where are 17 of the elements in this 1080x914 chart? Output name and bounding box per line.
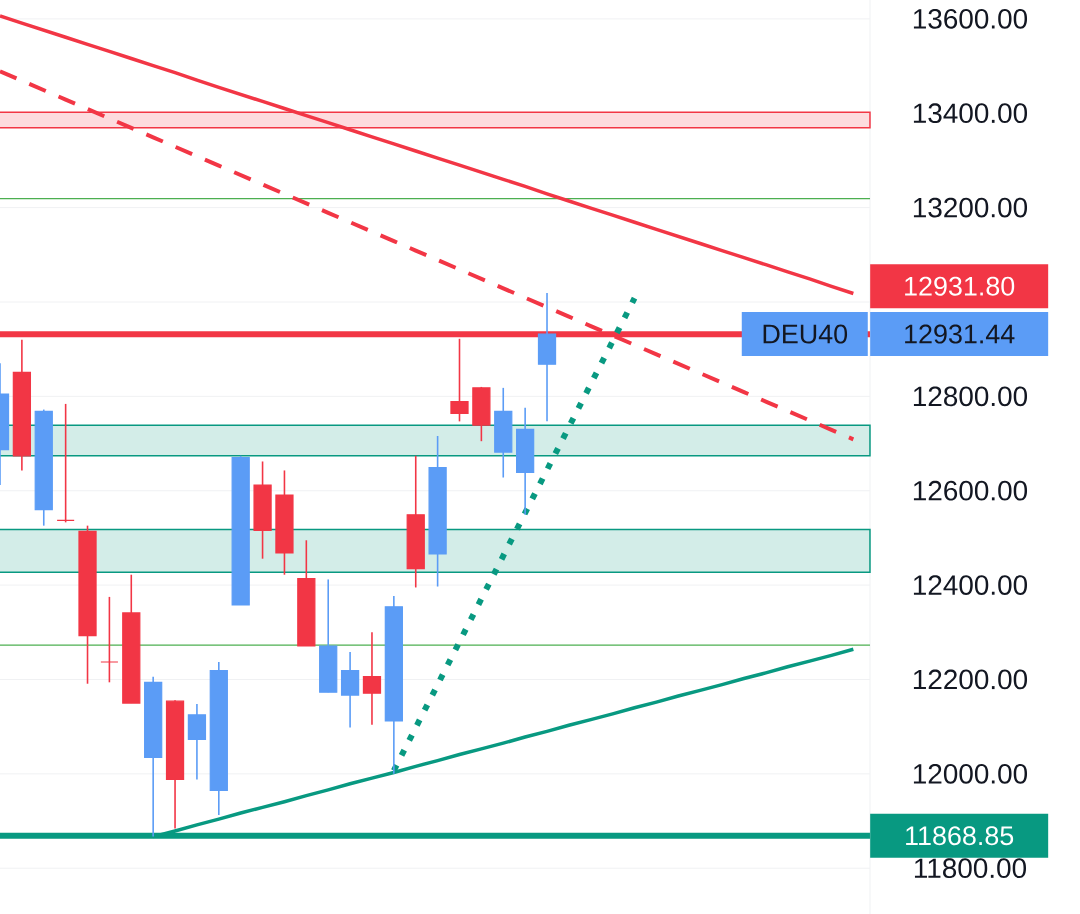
ref-line-label: 12931.80 xyxy=(905,276,1015,296)
y-tick-label: 13600.00 xyxy=(913,9,1028,29)
y-tick-label: 12200.00 xyxy=(913,669,1028,690)
candlestick xyxy=(100,596,119,684)
y-tick-label: 12400.00 xyxy=(913,575,1028,595)
ref-line-label: 11868.85 xyxy=(906,826,1014,846)
text: 12931.44 xyxy=(905,324,1015,344)
candlestick xyxy=(362,631,382,726)
candlestick xyxy=(450,337,469,423)
candlestick xyxy=(56,403,75,524)
y-tick-label: 12000.00 xyxy=(913,763,1028,784)
y-tick-label: 11800.00 xyxy=(914,858,1027,879)
y-tick-label: 12800.00 xyxy=(913,386,1028,407)
annotation: DEU40 xyxy=(763,324,848,344)
y-tick-label: 13200.00 xyxy=(913,197,1028,218)
y-tick-label: 12600.00 xyxy=(913,480,1028,501)
y-tick-label: 13400.00 xyxy=(913,103,1028,124)
